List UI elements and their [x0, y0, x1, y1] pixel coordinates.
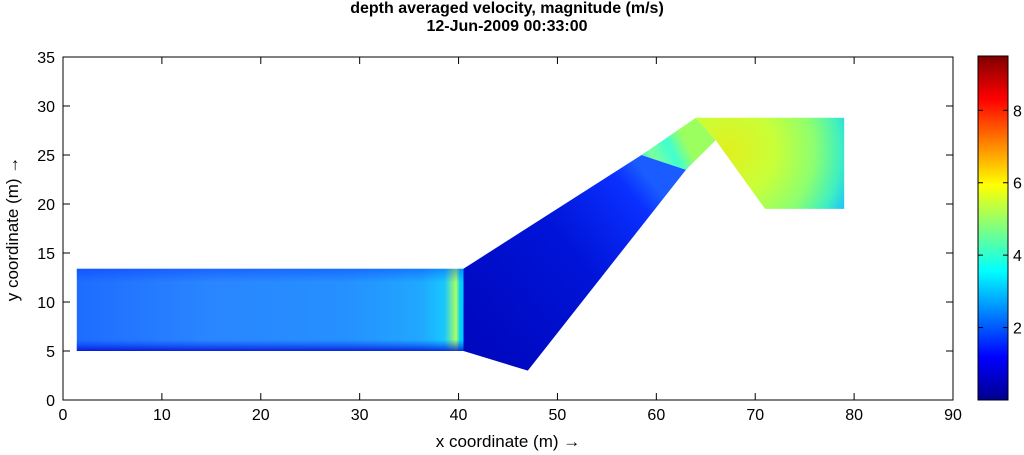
velocity-region-transition — [641, 117, 716, 170]
y-tick-label: 35 — [37, 50, 55, 67]
y-tick-label: 10 — [37, 295, 55, 312]
y-tick-label: 15 — [37, 246, 55, 263]
colorbar — [977, 55, 1009, 401]
x-tick-label: 10 — [153, 407, 171, 424]
colorbar-axis: 2 4 6 8 — [978, 103, 1022, 338]
velocity-region-channel-shading — [76, 268, 464, 351]
colorbar-tick-label: 2 — [1013, 321, 1022, 338]
x-tick-label: 90 — [944, 407, 962, 424]
chart-title-block: depth averaged velocity, magnitude (m/s)… — [0, 0, 1014, 36]
velocity-region-expansion — [463, 155, 686, 371]
y-tick-label: 30 — [37, 99, 55, 116]
y-tick-label: 25 — [37, 148, 55, 165]
colorbar-tick-label: 4 — [1013, 248, 1022, 265]
x-tick-label: 40 — [450, 407, 468, 424]
x-axis: 0 10 20 30 40 50 60 70 80 90 — [59, 57, 962, 424]
velocity-region-upper-channel — [695, 117, 845, 209]
velocity-field — [76, 117, 845, 371]
x-tick-label: 0 — [59, 407, 68, 424]
x-axis-label: x coordinate (m) → — [436, 432, 581, 451]
y-tick-label: 5 — [46, 344, 55, 361]
x-tick-label: 60 — [647, 407, 665, 424]
x-tick-label: 30 — [351, 407, 369, 424]
x-tick-label: 50 — [549, 407, 567, 424]
chart-subtitle: 12-Jun-2009 00:33:00 — [426, 18, 588, 35]
colorbar-tick-label: 8 — [1013, 103, 1022, 120]
y-axis: 0 5 10 15 20 25 30 35 — [37, 50, 953, 410]
x-tick-label: 80 — [845, 407, 863, 424]
y-tick-label: 0 — [46, 393, 55, 410]
chart-title: depth averaged velocity, magnitude (m/s) — [350, 0, 664, 17]
colorbar-tick-label: 6 — [1013, 176, 1022, 193]
y-tick-label: 20 — [37, 197, 55, 214]
x-tick-label: 20 — [252, 407, 270, 424]
x-tick-label: 70 — [746, 407, 764, 424]
y-axis-label: y coordinate (m) → — [3, 157, 22, 302]
